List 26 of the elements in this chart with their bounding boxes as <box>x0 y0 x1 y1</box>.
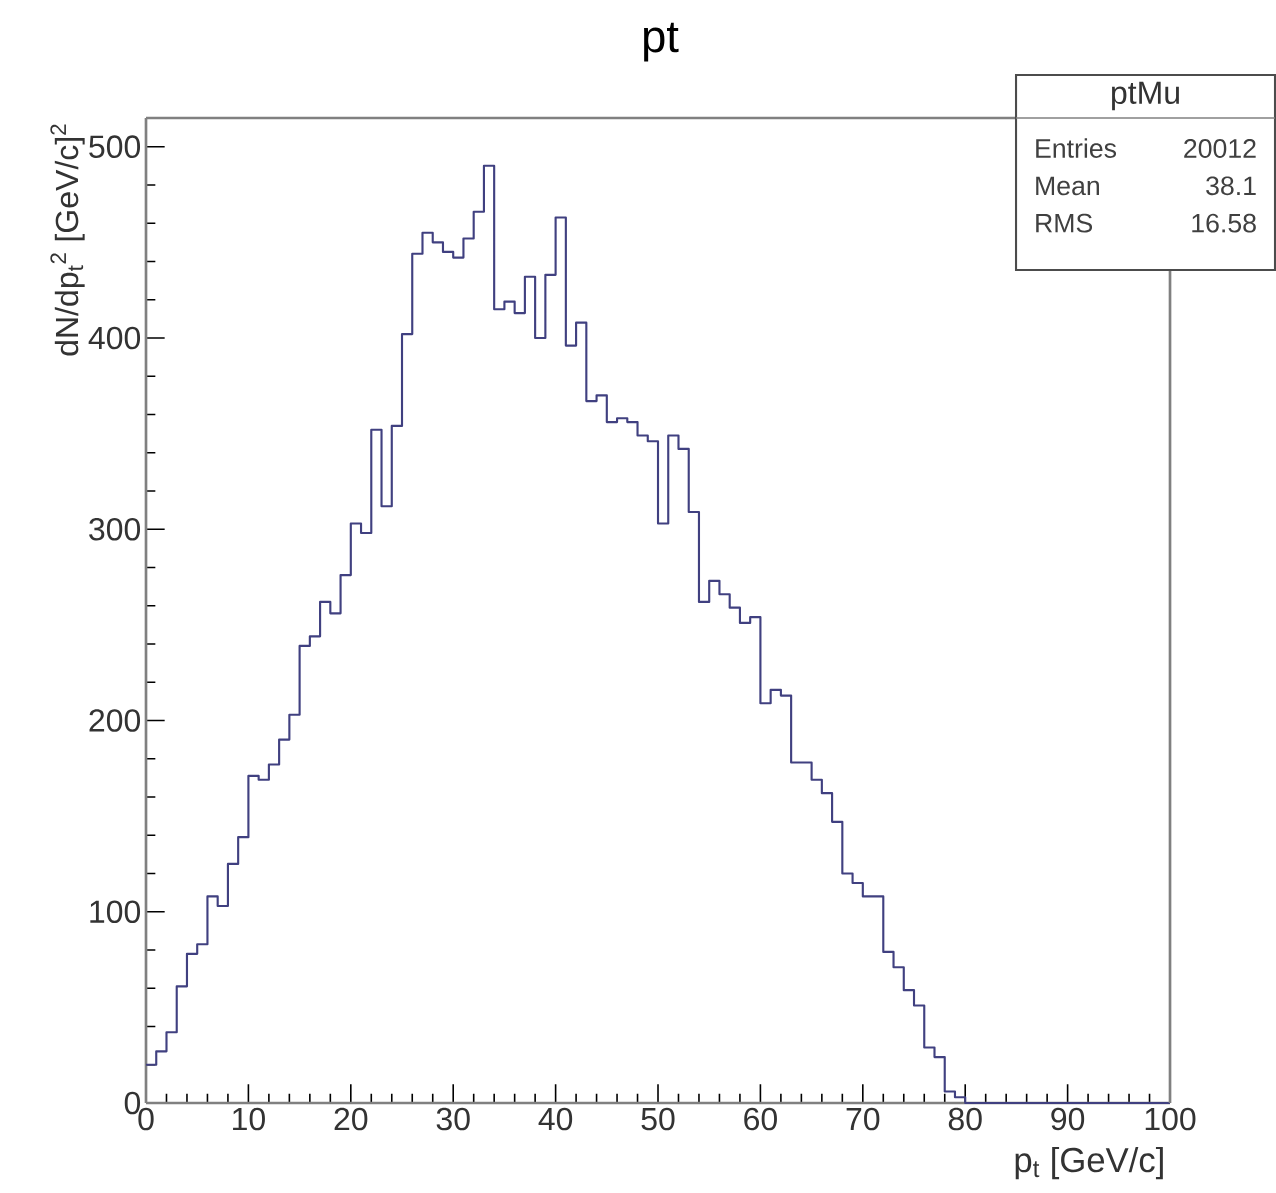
annotation: Mean <box>1036 176 1099 196</box>
annotation: Entries <box>1036 138 1117 158</box>
x-tick-label: 50 <box>641 1107 675 1131</box>
y-axis-title: dN/dp$_{t}$$^{2}$ [GeV/c]$^{2}$ <box>50 124 85 356</box>
y-tick-label: 0 <box>124 1091 141 1115</box>
text: ptMu <box>1112 81 1179 111</box>
x-tick-label: 90 <box>1051 1107 1085 1131</box>
x-tick-label: 60 <box>744 1107 777 1131</box>
x-tick-label: 20 <box>334 1107 368 1131</box>
y-tick-label: 300 <box>89 517 141 541</box>
x-tick-label: 70 <box>846 1107 880 1131</box>
annotation: RMS <box>1036 213 1093 233</box>
x-tick-label: 80 <box>948 1107 982 1131</box>
x-tick-label: 40 <box>538 1107 573 1131</box>
text: 38.1 <box>1206 176 1256 196</box>
chart-title: pt <box>644 22 679 62</box>
text: 16.58 <box>1192 213 1256 233</box>
x-tick-label: 30 <box>436 1107 470 1131</box>
x-tick-label: 10 <box>233 1107 265 1131</box>
x-tick-label: 100 <box>1145 1107 1196 1131</box>
text: 20012 <box>1184 139 1256 158</box>
y-tick-label: 400 <box>88 326 141 350</box>
x-axis-title: p$_{t}$ [GeV/c] <box>1015 1146 1163 1180</box>
y-tick-label: 100 <box>90 900 141 924</box>
y-tick-label: 500 <box>89 135 141 159</box>
y-tick-label: 200 <box>89 709 141 732</box>
